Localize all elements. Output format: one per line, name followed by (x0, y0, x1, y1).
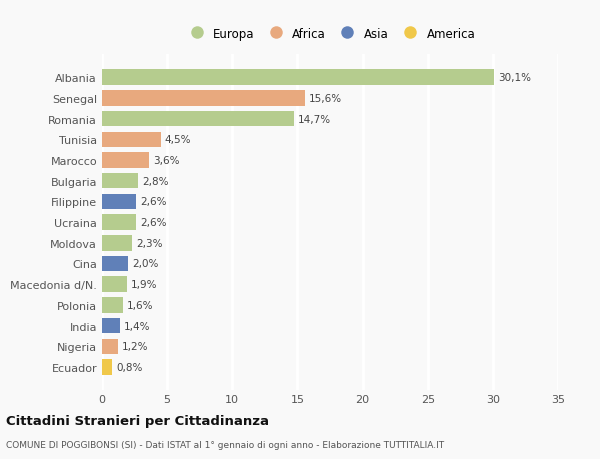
Legend: Europa, Africa, Asia, America: Europa, Africa, Asia, America (185, 28, 475, 40)
Bar (102, 215, 136, 230)
Bar (102, 194, 136, 210)
Bar (102, 235, 132, 251)
Text: 2,6%: 2,6% (140, 197, 166, 207)
Text: 1,9%: 1,9% (131, 280, 157, 290)
Bar (102, 112, 293, 127)
Bar (102, 91, 305, 106)
Text: 1,4%: 1,4% (124, 321, 151, 331)
Text: 1,6%: 1,6% (127, 300, 153, 310)
Bar (102, 297, 123, 313)
Text: Cittadini Stranieri per Cittadinanza: Cittadini Stranieri per Cittadinanza (6, 414, 269, 428)
Bar (102, 132, 161, 148)
Text: 1,2%: 1,2% (122, 341, 148, 352)
Text: 2,3%: 2,3% (136, 238, 163, 248)
Bar (102, 70, 494, 86)
Bar (102, 359, 112, 375)
Bar (102, 318, 120, 334)
Bar (102, 277, 127, 292)
Bar (102, 153, 149, 168)
Bar (102, 339, 118, 354)
Text: 2,8%: 2,8% (142, 176, 169, 186)
Text: 14,7%: 14,7% (298, 114, 331, 124)
Bar (102, 256, 128, 272)
Text: 30,1%: 30,1% (498, 73, 531, 83)
Text: 15,6%: 15,6% (309, 94, 342, 104)
Text: COMUNE DI POGGIBONSI (SI) - Dati ISTAT al 1° gennaio di ogni anno - Elaborazione: COMUNE DI POGGIBONSI (SI) - Dati ISTAT a… (6, 441, 444, 449)
Text: 4,5%: 4,5% (164, 135, 191, 145)
Text: 0,8%: 0,8% (116, 362, 143, 372)
Text: 2,6%: 2,6% (140, 218, 166, 228)
Text: 3,6%: 3,6% (153, 156, 179, 166)
Text: 2,0%: 2,0% (132, 259, 158, 269)
Bar (102, 174, 139, 189)
